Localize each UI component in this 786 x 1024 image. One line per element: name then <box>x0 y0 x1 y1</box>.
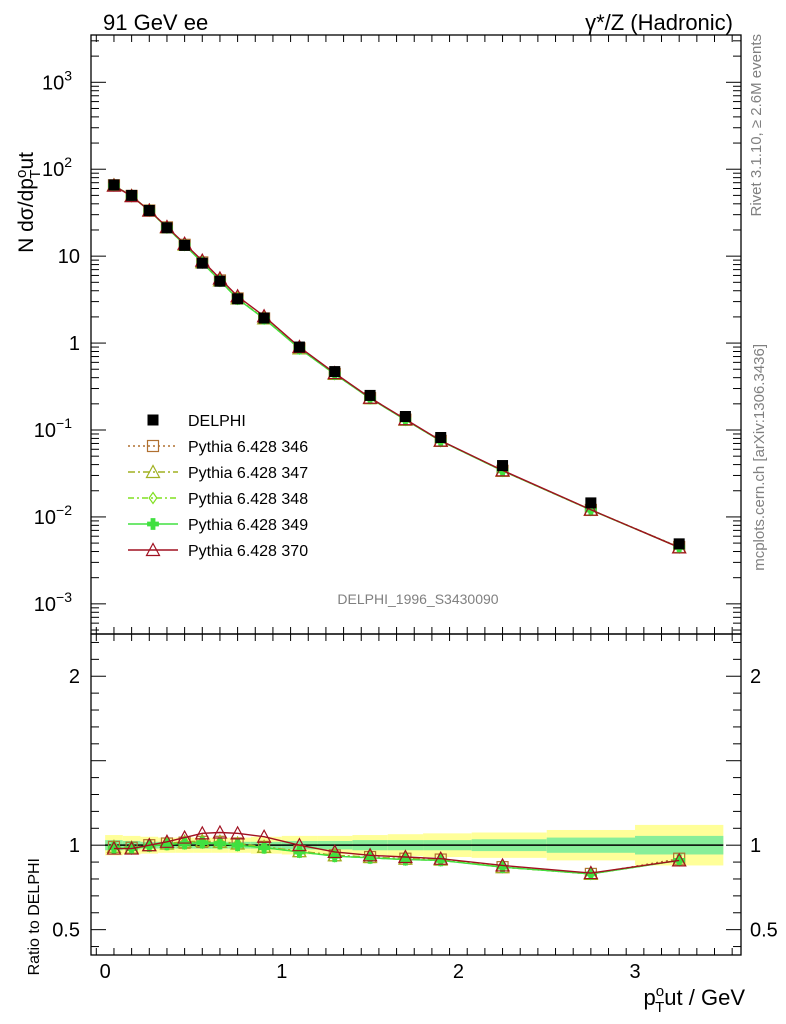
ratio-series-point <box>583 865 599 880</box>
legend-label: Pythia 6.428 347 <box>188 465 308 482</box>
ratio-y-tick-label: 2 <box>69 666 80 688</box>
data-point <box>143 205 155 217</box>
data-point <box>329 366 341 378</box>
ratio-series-point <box>214 837 226 850</box>
main-y-tick-label: 10 <box>58 246 80 268</box>
ratio-series-point <box>177 829 193 844</box>
ratio-y-tick-label: 0.5 <box>750 920 778 942</box>
data-point <box>435 431 447 443</box>
data-point <box>126 189 138 201</box>
ratio-series-point <box>143 840 156 852</box>
ratio-series-point <box>196 836 209 849</box>
ratio-series-point <box>433 850 449 865</box>
ratio-series-point <box>671 852 687 867</box>
analysis-label: DELPHI_1996_S3430090 <box>337 591 498 607</box>
ratio-series-point <box>230 825 246 840</box>
main-y-axis-label: N dσ/dpoTut <box>13 152 44 253</box>
data-point <box>196 257 208 269</box>
ratio-series-point <box>291 837 307 852</box>
data-point <box>364 389 376 401</box>
mcplots-label: mcplots.cern.ch [arXiv:1306.3436] <box>751 344 768 571</box>
ratio-series-point <box>362 847 378 862</box>
ratio-series-point <box>159 834 175 848</box>
ratio-series-point <box>141 837 157 852</box>
ratio-series-point <box>124 840 140 855</box>
ratio-y-tick-label: 0.5 <box>52 920 80 942</box>
data-point <box>293 341 305 353</box>
legend-label: Pythia 6.428 370 <box>188 543 308 560</box>
data-point <box>179 239 191 251</box>
data-point <box>108 179 120 191</box>
ratio-y-tick-label: 1 <box>750 835 761 857</box>
data-point <box>497 460 509 472</box>
ratio-y-tick-label: 2 <box>750 666 761 688</box>
legend-marker <box>145 464 161 479</box>
legend-label-data: DELPHI <box>188 413 246 430</box>
main-y-tick-label: 10−2 <box>34 502 72 529</box>
legend-marker <box>146 439 160 453</box>
legend-label: Pythia 6.428 348 <box>188 491 308 508</box>
data-point <box>214 275 226 287</box>
main-y-tick-label: 10−3 <box>34 589 72 616</box>
ratio-panel: 0.5 0.5 1 1 2 2 0 1 2 3 <box>52 633 778 983</box>
legend-marker <box>148 491 158 505</box>
main-y-tick-label: 10−1 <box>34 415 72 442</box>
legend-label: Pythia 6.428 346 <box>188 439 308 456</box>
data-point <box>232 293 244 305</box>
ratio-series-point <box>258 841 270 854</box>
ratio-series-point <box>106 840 122 855</box>
header-left: 91 GeV ee <box>103 10 208 35</box>
ratio-series-point <box>327 844 343 859</box>
data-point <box>673 538 685 550</box>
rivet-version-label: Rivet 3.1.10, ≥ 2.6M events <box>748 34 765 217</box>
header-right: γ*/Z (Hadronic) <box>585 10 733 35</box>
x-tick-label: 0 <box>100 961 111 983</box>
legend-marker-data <box>147 414 159 426</box>
main-y-tick-label: 103 <box>42 67 72 94</box>
legend: DELPHI Pythia 6.428 346 Pythia 6.428 347 Py… <box>128 413 308 560</box>
main-series-point <box>583 501 599 516</box>
ratio-series-point <box>397 849 413 864</box>
legend-marker <box>145 542 161 557</box>
ratio-series-point <box>212 824 228 839</box>
x-axis-label: po Tut / GeV <box>644 983 746 1016</box>
ratio-y-tick-label: 1 <box>69 835 80 857</box>
data-point <box>258 312 270 324</box>
data-point <box>585 497 597 509</box>
main-y-tick-label: 102 <box>42 154 72 181</box>
ratio-series-point <box>194 825 210 840</box>
main-y-tick-label: 1 <box>69 333 80 355</box>
ratio-frame <box>90 633 742 956</box>
x-tick-label: 3 <box>629 961 640 983</box>
legend-marker <box>147 518 159 530</box>
ratio-series-line <box>113 831 680 874</box>
ratio-series-point <box>495 857 511 872</box>
x-tick-label: 1 <box>276 961 287 983</box>
main-panel: 10−3 10−2 10−1 1 10 102 103 <box>34 34 742 635</box>
ratio-series-point <box>231 839 244 852</box>
ratio-y-axis-label: Ratio to DELPHI <box>26 858 43 975</box>
data-point <box>161 222 173 234</box>
legend-label: Pythia 6.428 349 <box>188 517 308 534</box>
ratio-series-point <box>256 828 272 843</box>
ratio-series-point <box>328 850 341 863</box>
data-point <box>399 410 411 422</box>
x-tick-label: 2 <box>453 961 464 983</box>
